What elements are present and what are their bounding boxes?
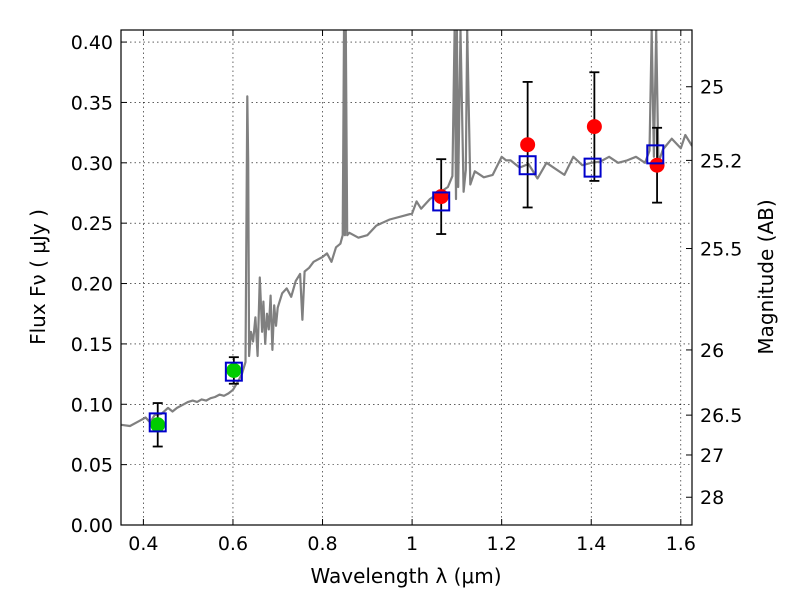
- model-square: [518, 155, 537, 176]
- x-tick-label: 0.6: [218, 533, 248, 555]
- grid: [121, 30, 692, 526]
- data-point: [586, 119, 602, 135]
- y-tick-label: 0.30: [71, 153, 113, 175]
- model-square: [224, 361, 243, 382]
- model-square: [583, 157, 602, 178]
- x-tick-label: 1.2: [487, 533, 517, 555]
- data-point: [150, 417, 166, 433]
- x-axis: 0.4 0.6 0.8 1 1.2 1.4 1.6: [128, 30, 696, 555]
- y-axis-right: 25 25.2 25.5 26 26.5 27 28: [686, 77, 742, 509]
- x-axis-label: Wavelength λ (μm): [310, 564, 501, 588]
- y-tick-label: 0.25: [71, 213, 113, 235]
- x-tick-label: 0.8: [307, 533, 337, 555]
- data-point: [226, 362, 242, 378]
- markers: [148, 71, 665, 448]
- y2-tick-label: 26.5: [700, 405, 742, 427]
- y-tick-label: 0.20: [71, 274, 113, 296]
- x-tick-label: 1.6: [666, 533, 696, 555]
- model-square: [646, 144, 665, 165]
- data-point: [649, 157, 665, 173]
- y2-tick-label: 27: [700, 445, 724, 467]
- y2-axis-label: Magnitude (AB): [754, 199, 778, 354]
- y2-tick-label: 25: [700, 77, 724, 99]
- x-tick-label: 1.4: [576, 533, 606, 555]
- y2-tick-label: 25.2: [700, 150, 742, 172]
- x-tick-label: 0.4: [128, 533, 158, 555]
- y2-tick-label: 26: [700, 340, 724, 362]
- model-square: [148, 412, 167, 433]
- y-tick-label: 0.40: [71, 32, 113, 54]
- y-tick-label: 0.10: [71, 394, 113, 416]
- spectrum-line: [121, 30, 692, 428]
- y-tick-label: 0.00: [71, 515, 113, 537]
- plot-frame: [120, 29, 693, 526]
- model-square: [432, 191, 451, 212]
- y-tick-label: 0.05: [71, 455, 113, 477]
- y-tick-label: 0.35: [71, 92, 113, 114]
- y-tick-label: 0.15: [71, 334, 113, 356]
- y-axis-left: 0.00 0.05 0.10 0.15 0.20 0.25 0.30 0.35 0.40: [71, 32, 127, 537]
- plot-area: [121, 30, 692, 428]
- data-point: [433, 189, 449, 205]
- y2-tick-label: 25.5: [700, 239, 742, 261]
- x-tick-label: 1: [406, 533, 418, 555]
- y2-tick-label: 28: [700, 487, 724, 509]
- data-point: [520, 137, 536, 153]
- y-axis-label: Flux Fν ( μJy ): [26, 209, 50, 345]
